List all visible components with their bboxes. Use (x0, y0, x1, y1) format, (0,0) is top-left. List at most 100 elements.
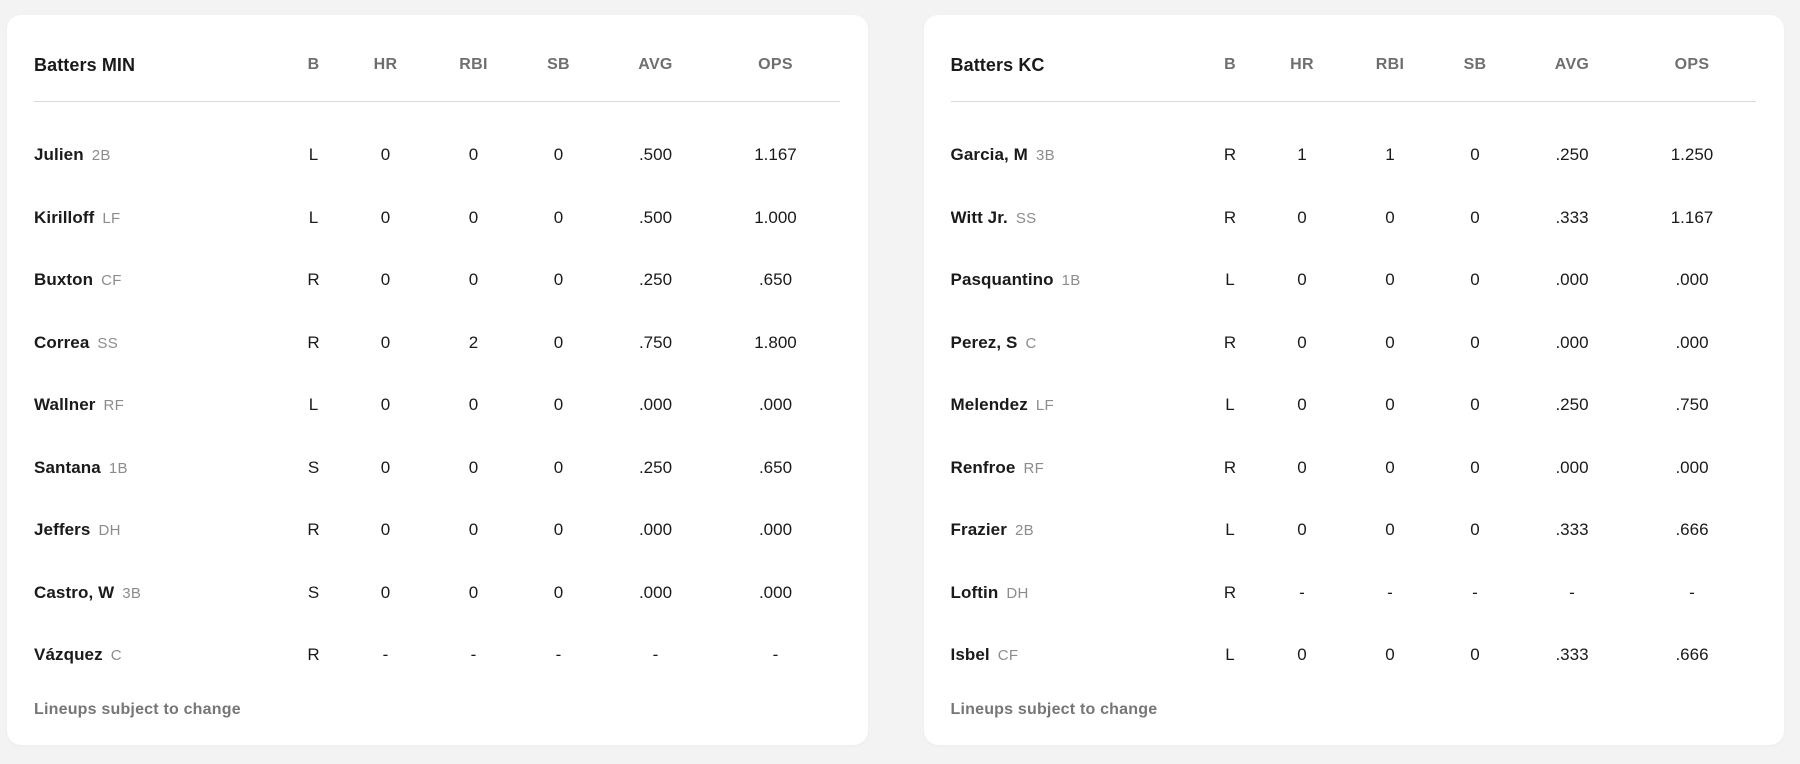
batter-name-cell: Castro, W 3B (34, 583, 286, 603)
stat-avg: .000 (638, 582, 673, 602)
stat-rbi: - (470, 645, 477, 665)
stat-ops: .000 (758, 520, 793, 540)
batter-rows: Garcia, M 3B R 1 1 0 .250 1.250 Witt Jr.… (951, 124, 1757, 687)
lineup-header-min: Batters MIN B HR RBI SB AVG OPS (34, 43, 840, 87)
batter-row[interactable]: Vázquez C R - - - - - (34, 624, 840, 687)
stat-sb: 0 (553, 270, 564, 290)
batter-row[interactable]: Castro, W 3B S 0 0 0 .000 .000 (34, 562, 840, 625)
stat-bats: L (308, 145, 319, 165)
batter-row[interactable]: Witt Jr. SS R 0 0 0 .333 1.167 (951, 187, 1757, 250)
batter-position: CF (101, 272, 122, 290)
stat-hr: 0 (380, 582, 391, 602)
batter-name: Vázquez (34, 645, 103, 665)
batter-row[interactable]: Isbel CF L 0 0 0 .333 .666 (951, 624, 1757, 687)
stat-sb: 0 (1470, 145, 1480, 165)
stat-ops: .000 (1675, 457, 1709, 477)
batter-row[interactable]: Buxton CF R 0 0 0 .250 .650 (34, 249, 840, 312)
stat-avg: - (1569, 582, 1575, 602)
stat-rbi: 0 (468, 207, 479, 227)
batter-position: DH (1006, 584, 1029, 602)
batter-position: 1B (1061, 272, 1081, 290)
batter-row[interactable]: Wallner RF L 0 0 0 .000 .000 (34, 374, 840, 437)
batter-name-cell: Correa SS (34, 333, 286, 353)
batter-row[interactable]: Perez, S C R 0 0 0 .000 .000 (951, 312, 1757, 375)
batter-row[interactable]: Jeffers DH R 0 0 0 .000 .000 (34, 499, 840, 562)
batter-row[interactable]: Julien 2B L 0 0 0 .500 1.167 (34, 124, 840, 187)
stat-avg: .000 (638, 395, 673, 415)
lineup-disclaimer: Lineups subject to change (950, 700, 1158, 718)
batter-position: LF (102, 209, 121, 227)
batter-position: 2B (1014, 522, 1034, 540)
stat-sb: 0 (1470, 332, 1480, 352)
batter-row[interactable]: Kirilloff LF L 0 0 0 .500 1.000 (34, 187, 840, 250)
stat-rbi: 0 (1385, 457, 1395, 477)
column-header-ops: OPS (1674, 56, 1710, 73)
batter-position: 3B (122, 584, 142, 602)
batter-name: Buxton (34, 270, 94, 290)
batter-row[interactable]: Pasquantino 1B L 0 0 0 .000 .000 (951, 249, 1757, 312)
stat-sb: 0 (1470, 395, 1480, 415)
stat-rbi: 0 (468, 145, 479, 165)
stat-avg: .500 (638, 145, 673, 165)
batter-position: SS (1015, 209, 1037, 227)
batter-name: Kirilloff (34, 207, 95, 227)
stat-bats: L (308, 207, 319, 227)
batter-row[interactable]: Loftin DH R - - - - - (951, 562, 1757, 625)
stat-ops: .650 (758, 457, 793, 477)
stat-bats: R (307, 520, 320, 540)
batter-name-cell: Pasquantino 1B (951, 270, 1203, 290)
stat-bats: R (307, 270, 320, 290)
batter-position: C (1025, 334, 1037, 352)
column-header-ops: OPS (758, 56, 793, 73)
lineup-title: Batters KC (950, 54, 1045, 75)
batter-row[interactable]: Renfroe RF R 0 0 0 .000 .000 (951, 437, 1757, 500)
stat-avg: .333 (1555, 645, 1589, 665)
column-header-bats: B (307, 56, 320, 73)
stat-sb: - (555, 645, 562, 665)
stat-sb: - (1472, 582, 1478, 602)
column-header-bats: B (1224, 56, 1236, 73)
stat-ops: .650 (758, 270, 793, 290)
column-header-sb: SB (1463, 56, 1487, 73)
batter-row[interactable]: Correa SS R 0 2 0 .750 1.800 (34, 312, 840, 375)
stat-ops: .000 (758, 582, 793, 602)
batter-position: RF (103, 397, 125, 415)
stat-sb: 0 (553, 207, 564, 227)
stat-avg: .000 (1555, 457, 1589, 477)
stat-ops: .000 (1675, 270, 1709, 290)
stat-bats: R (307, 332, 320, 352)
stat-avg: .250 (638, 270, 673, 290)
stat-avg: .250 (1555, 145, 1589, 165)
batter-name-cell: Witt Jr. SS (951, 208, 1203, 228)
stat-sb: 0 (1470, 207, 1480, 227)
stat-bats: S (307, 457, 320, 477)
stat-sb: 0 (1470, 645, 1480, 665)
batter-row[interactable]: Melendez LF L 0 0 0 .250 .750 (951, 374, 1757, 437)
batter-name: Jeffers (34, 520, 91, 540)
batter-name: Renfroe (950, 457, 1016, 477)
batter-position: LF (1035, 397, 1054, 415)
batter-row[interactable]: Garcia, M 3B R 1 1 0 .250 1.250 (951, 124, 1757, 187)
stat-ops: 1.250 (1670, 145, 1714, 165)
stat-rbi: 0 (1385, 395, 1395, 415)
stat-rbi: 0 (1385, 207, 1395, 227)
batter-row[interactable]: Frazier 2B L 0 0 0 .333 .666 (951, 499, 1757, 562)
stat-bats: L (1225, 270, 1235, 290)
batter-name-cell: Santana 1B (34, 458, 286, 478)
stat-hr: 0 (1297, 207, 1307, 227)
stat-rbi: 1 (1385, 145, 1395, 165)
stat-bats: R (1223, 207, 1237, 227)
stat-ops: 1.167 (1670, 207, 1714, 227)
batter-row[interactable]: Santana 1B S 0 0 0 .250 .650 (34, 437, 840, 500)
stat-sb: 0 (1470, 270, 1480, 290)
column-header-hr: HR (373, 56, 398, 73)
stat-ops: .750 (1675, 395, 1709, 415)
stat-hr: 0 (380, 207, 391, 227)
batter-name: Melendez (950, 395, 1028, 415)
stat-hr: - (1299, 582, 1305, 602)
batter-name-cell: Renfroe RF (951, 458, 1203, 478)
column-header-sb: SB (547, 56, 570, 73)
stat-avg: .250 (638, 457, 673, 477)
column-header-avg: AVG (638, 56, 673, 73)
stat-rbi: 0 (1385, 520, 1395, 540)
